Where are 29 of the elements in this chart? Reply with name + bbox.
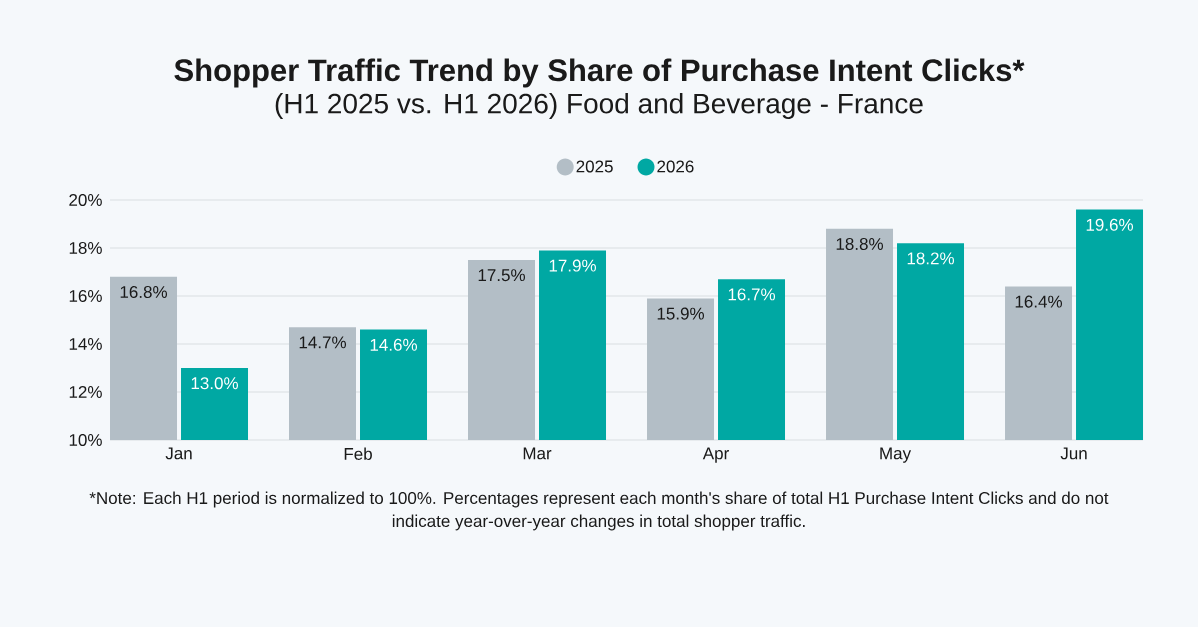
x-tick-label: Mar <box>523 447 552 460</box>
x-tick-label: May <box>880 447 912 463</box>
legend-label: 2026 <box>657 160 694 173</box>
data-label: 17.9% <box>549 259 597 272</box>
x-tick-label: Jun <box>1060 447 1087 460</box>
y-tick-label: 18% <box>69 241 102 255</box>
y-tick-label: 14% <box>69 338 102 350</box>
data-label: 14.6% <box>370 338 418 351</box>
data-label: 16.8% <box>120 285 168 299</box>
y-tick-label: 12% <box>69 385 102 398</box>
data-label: 13.0% <box>191 377 239 390</box>
y-tick-label: 10% <box>69 433 102 447</box>
data-label: 16.4% <box>1015 295 1063 308</box>
text: *Note: Each H1 period is normalized to 100%. Percentages represent each month's share of total H1 Purchase Intent Clicks and do not indicate year-over-year changes in total shopper traffic. <box>89 491 1109 531</box>
y-tick-label: 20% <box>69 193 102 207</box>
data-label: 19.6% <box>1086 218 1134 231</box>
data-label: 14.7% <box>299 336 347 349</box>
legend-label: 2025 <box>576 160 613 173</box>
data-label: 18.2% <box>907 252 955 265</box>
x-tick-label: Jan <box>165 447 192 460</box>
x-tick-label: Apr <box>702 447 729 463</box>
data-label: 17.5% <box>478 269 526 282</box>
chart-title: Shopper Traffic Trend by Share of Purchase Intent Clicks* <box>174 58 1025 88</box>
chart-subtitle: (H1 2025 vs. H1 2026) Food and Beverage - France <box>275 92 923 120</box>
x-tick-label: Feb <box>344 447 372 460</box>
data-label: 16.7% <box>728 288 776 301</box>
data-label: 15.9% <box>657 307 705 320</box>
y-tick-label: 16% <box>69 289 102 303</box>
data-label: 18.8% <box>836 237 884 251</box>
